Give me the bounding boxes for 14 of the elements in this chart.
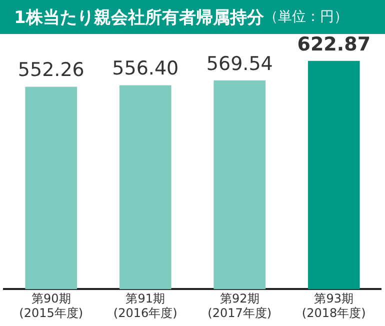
bar xyxy=(119,85,172,290)
x-tick-label: 第91期 (2016年度) xyxy=(113,292,178,320)
x-tick-label: 第90期 (2015年度) xyxy=(19,292,84,320)
data-label: 556.40 xyxy=(112,58,179,80)
data-label: 622.87 xyxy=(297,33,371,56)
x-tick-label: 第92期 (2017年度) xyxy=(208,292,272,320)
data-label: 569.54 xyxy=(206,52,273,75)
bar xyxy=(214,80,266,290)
data-label: 552.26 xyxy=(18,59,84,82)
x-tick-label: 第93期 (2018年度) xyxy=(302,292,366,320)
bar xyxy=(25,86,78,290)
chart-title: 1株当たり親会社所有者帰属持分 xyxy=(14,6,264,28)
chart-subtitle: （単位：円） xyxy=(264,8,348,25)
bar xyxy=(308,60,360,290)
